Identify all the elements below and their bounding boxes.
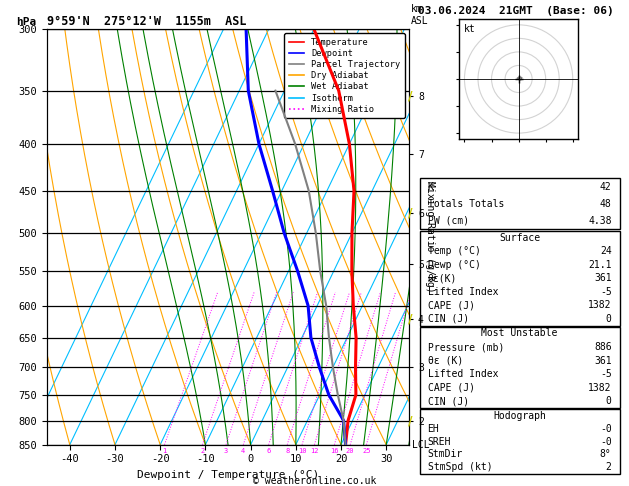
Text: Temp (°C): Temp (°C) <box>428 246 481 256</box>
Text: 25: 25 <box>362 448 370 454</box>
Text: -5: -5 <box>600 369 611 379</box>
Text: CIN (J): CIN (J) <box>428 397 469 406</box>
Text: -5: -5 <box>600 287 611 297</box>
Text: 2: 2 <box>201 448 204 454</box>
Text: 9°59'N  275°12'W  1155m  ASL: 9°59'N 275°12'W 1155m ASL <box>47 15 247 28</box>
Text: 1382: 1382 <box>588 300 611 311</box>
Text: θε(K): θε(K) <box>428 273 457 283</box>
Text: Most Unstable: Most Unstable <box>481 329 558 338</box>
Text: StmSpd (kt): StmSpd (kt) <box>428 462 492 472</box>
Text: -0: -0 <box>600 436 611 447</box>
Text: 21.1: 21.1 <box>588 260 611 270</box>
Text: Lifted Index: Lifted Index <box>428 287 498 297</box>
Text: CIN (J): CIN (J) <box>428 314 469 324</box>
Text: /: / <box>408 206 413 219</box>
Text: Dewp (°C): Dewp (°C) <box>428 260 481 270</box>
Text: 03.06.2024  21GMT  (Base: 06): 03.06.2024 21GMT (Base: 06) <box>418 6 614 16</box>
Text: 10: 10 <box>298 448 306 454</box>
Text: /: / <box>408 312 413 325</box>
Text: 3: 3 <box>224 448 228 454</box>
Text: /: / <box>408 90 413 103</box>
Text: K: K <box>428 182 433 192</box>
Text: 361: 361 <box>594 273 611 283</box>
Text: 8: 8 <box>285 448 289 454</box>
Text: 16: 16 <box>330 448 338 454</box>
Text: 361: 361 <box>594 356 611 365</box>
X-axis label: Dewpoint / Temperature (°C): Dewpoint / Temperature (°C) <box>137 470 319 480</box>
Text: θε (K): θε (K) <box>428 356 463 365</box>
Text: 8°: 8° <box>600 450 611 459</box>
Text: SREH: SREH <box>428 436 451 447</box>
Text: /: / <box>408 414 413 427</box>
Text: 1: 1 <box>162 448 167 454</box>
Text: 4: 4 <box>241 448 245 454</box>
Text: Lifted Index: Lifted Index <box>428 369 498 379</box>
Text: © weatheronline.co.uk: © weatheronline.co.uk <box>253 476 376 486</box>
Text: 42: 42 <box>600 182 611 192</box>
Text: 2: 2 <box>606 462 611 472</box>
Text: EH: EH <box>428 424 439 434</box>
Text: 1382: 1382 <box>588 383 611 393</box>
Text: Hodograph: Hodograph <box>493 411 546 421</box>
Text: CAPE (J): CAPE (J) <box>428 300 474 311</box>
Text: CAPE (J): CAPE (J) <box>428 383 474 393</box>
Text: Totals Totals: Totals Totals <box>428 199 504 209</box>
Text: 20: 20 <box>346 448 355 454</box>
Text: 6: 6 <box>267 448 270 454</box>
Text: 886: 886 <box>594 342 611 352</box>
Text: hPa: hPa <box>16 17 36 27</box>
Text: kt: kt <box>464 24 476 34</box>
Text: 0: 0 <box>606 314 611 324</box>
Legend: Temperature, Dewpoint, Parcel Trajectory, Dry Adiabat, Wet Adiabat, Isotherm, Mi: Temperature, Dewpoint, Parcel Trajectory… <box>284 34 404 118</box>
Text: Pressure (mb): Pressure (mb) <box>428 342 504 352</box>
Y-axis label: Mixing Ratio (g/kg): Mixing Ratio (g/kg) <box>425 181 435 293</box>
Text: 4.38: 4.38 <box>588 216 611 226</box>
Text: StmDir: StmDir <box>428 450 463 459</box>
Text: LCL: LCL <box>413 440 430 450</box>
Text: Surface: Surface <box>499 233 540 243</box>
Text: 24: 24 <box>600 246 611 256</box>
Text: km
ASL: km ASL <box>411 4 428 26</box>
Text: 12: 12 <box>310 448 319 454</box>
Text: 48: 48 <box>600 199 611 209</box>
Text: -0: -0 <box>600 424 611 434</box>
Text: 0: 0 <box>606 397 611 406</box>
Text: PW (cm): PW (cm) <box>428 216 469 226</box>
